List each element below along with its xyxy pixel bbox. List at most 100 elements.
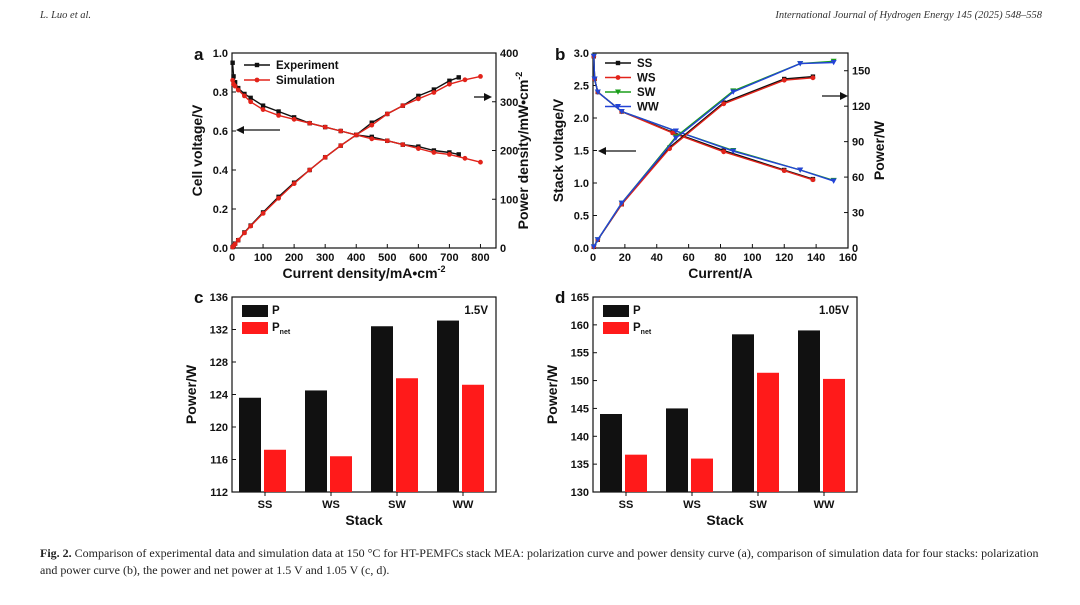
data-point xyxy=(462,155,468,161)
data-point xyxy=(730,148,737,154)
data-point xyxy=(810,75,816,81)
y2-axis-label: Power/W xyxy=(871,120,887,180)
y-tick-label: 1.0 xyxy=(574,178,589,190)
x-axis-label: Current/A xyxy=(688,265,753,281)
data-point xyxy=(781,77,787,83)
data-point xyxy=(276,195,281,201)
y2-tick-label: 60 xyxy=(852,172,864,184)
data-point xyxy=(260,210,266,216)
x-tick-label: 500 xyxy=(378,252,396,264)
data-point xyxy=(248,95,253,101)
data-point xyxy=(338,128,344,134)
data-point xyxy=(781,168,787,174)
x-tick-label: WS xyxy=(683,499,701,511)
data-point xyxy=(231,74,236,79)
bar-ww-p-net xyxy=(823,378,845,492)
legend-label: P xyxy=(633,305,641,317)
data-point xyxy=(235,87,241,93)
x-tick-label: SS xyxy=(258,499,273,511)
y-axis-label: Power/W xyxy=(183,364,199,424)
data-point xyxy=(672,128,679,134)
y-tick-label: 2.0 xyxy=(574,113,589,125)
voltage-annotation: 1.5V xyxy=(464,305,488,317)
legend-label-sw: SW xyxy=(637,87,656,99)
data-point xyxy=(415,146,421,151)
data-point xyxy=(591,76,598,82)
data-point xyxy=(730,89,737,95)
data-point xyxy=(369,122,375,128)
voltage-annotation: 1.05V xyxy=(819,305,849,317)
series-line-ww-power xyxy=(593,61,834,248)
data-point xyxy=(830,178,837,184)
y2-tick-label: 300 xyxy=(500,97,518,109)
x-tick-label: 800 xyxy=(471,252,489,264)
y-tick-label: 2.5 xyxy=(574,81,589,93)
caption-text: Comparison of experimental data and simu… xyxy=(40,546,1039,577)
y2-tick-label: 150 xyxy=(852,66,870,78)
x-tick-label: 600 xyxy=(409,252,427,264)
y2-tick-label: 120 xyxy=(852,101,870,113)
y-tick-label: 130 xyxy=(571,487,589,499)
bar-ww-p xyxy=(437,320,459,492)
y-tick-label: 120 xyxy=(210,422,228,434)
x-tick-label: SW xyxy=(388,499,406,511)
figure-2: 0 100 200 300 400 500 600 700 8000.00.20.40.60.8… xyxy=(183,45,887,528)
x-tick-label: WW xyxy=(453,499,474,511)
x-tick-label: WS xyxy=(322,499,340,511)
series-line-sw-power xyxy=(593,60,834,248)
legend-label: Pnet xyxy=(633,322,652,336)
legend-swatch xyxy=(242,305,268,317)
data-point xyxy=(618,109,625,115)
data-point xyxy=(416,93,421,99)
panel-c: 112 116 120 124 128 132 136 SS WS SW WW Stack Power/… xyxy=(183,288,497,528)
x-tick-label: 100 xyxy=(743,252,761,264)
y-tick-label: 0.5 xyxy=(574,211,589,223)
bar-sw-p xyxy=(732,334,754,492)
y-tick-label: 165 xyxy=(571,292,589,304)
bar-ss-p-net xyxy=(625,454,647,492)
data-point xyxy=(248,99,254,105)
x-axis-label: Current density/mA•cm-2 xyxy=(282,264,445,281)
y-axis-label: Cell voltage/V xyxy=(189,104,205,196)
y-axis-label: Power/W xyxy=(544,364,560,424)
y-tick-label: 0.0 xyxy=(574,243,589,255)
panel-letter-a: a xyxy=(194,45,204,64)
x-tick-label: 40 xyxy=(651,252,663,264)
data-point xyxy=(672,135,679,141)
panel-letter-b: b xyxy=(555,45,565,64)
data-point xyxy=(353,132,359,138)
bar-ws-p-net xyxy=(330,456,352,492)
data-point xyxy=(447,152,452,157)
y-axis-label: Stack voltage/V xyxy=(550,98,566,202)
data-point xyxy=(594,237,601,243)
series-line-experiment xyxy=(231,62,459,156)
data-point xyxy=(322,124,328,130)
x-axis-label-sup: -2 xyxy=(438,264,446,274)
data-point xyxy=(590,244,597,250)
data-point xyxy=(590,53,597,60)
legend-label-experiment: Experiment xyxy=(276,60,339,72)
y-tick-label: 128 xyxy=(210,357,228,369)
running-header-authors: L. Luo et al. xyxy=(40,10,92,21)
data-point xyxy=(456,152,461,157)
x-tick-label: 140 xyxy=(807,252,825,264)
x-tick-label: 200 xyxy=(285,252,303,264)
x-tick-label: 400 xyxy=(347,252,365,264)
data-point xyxy=(248,223,254,229)
series-line-ss-power xyxy=(593,75,813,248)
data-point xyxy=(810,177,816,183)
y-tick-label: 112 xyxy=(210,487,228,499)
y2-tick-label: 400 xyxy=(500,48,518,60)
legend-marker xyxy=(615,104,621,110)
data-point xyxy=(260,107,266,112)
data-point xyxy=(307,120,313,126)
bar-ss-p xyxy=(600,414,622,492)
legend-label-ww: WW xyxy=(637,102,659,114)
data-point xyxy=(400,103,406,109)
plot-frame-d xyxy=(592,296,858,493)
data-point xyxy=(291,116,297,122)
panel-letter-c: c xyxy=(194,288,203,307)
x-tick-label: SS xyxy=(619,499,634,511)
legend-swatch xyxy=(603,322,629,334)
y-tick-label: 0.2 xyxy=(213,204,228,216)
